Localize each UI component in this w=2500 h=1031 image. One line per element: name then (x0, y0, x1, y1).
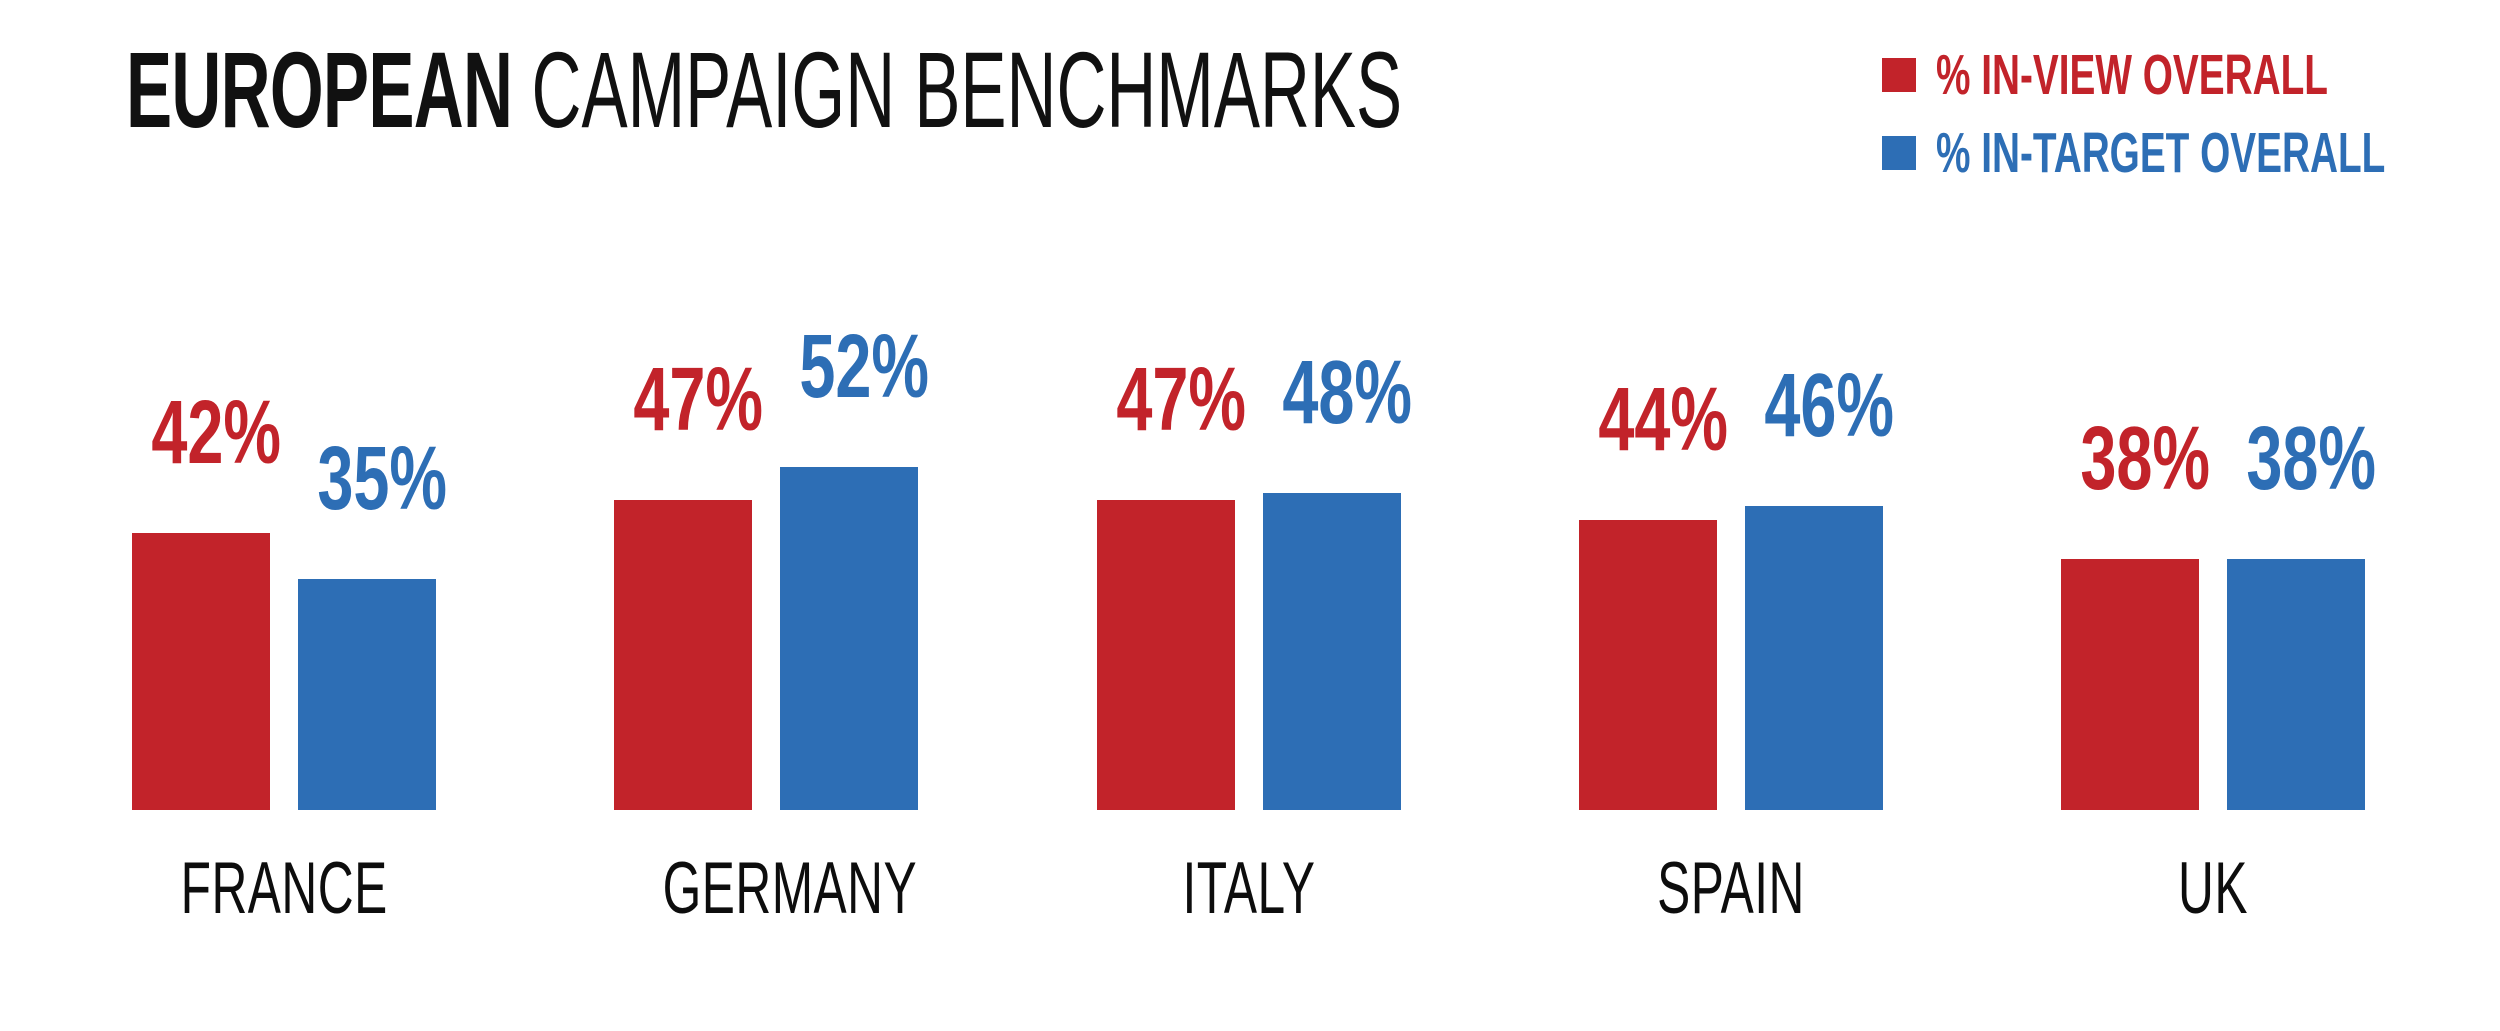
bar-intarget-uk (2227, 559, 2365, 810)
bar-group-france: 42% 35% FRANCE (132, 0, 448, 925)
value-label-intarget-italy: 48% (1282, 343, 1413, 443)
value-label-intarget-spain: 46% (1764, 356, 1895, 456)
plot-area: 42% 35% FRANCE 47% 52% GERMANY 47% 48% ITALY 44% 4… (132, 0, 2377, 925)
legend-swatch-in-target-icon (1882, 136, 1916, 170)
bar-group-uk: 38% 38% UK (2061, 0, 2377, 925)
value-label-intarget-uk: 38% (2246, 409, 2377, 509)
category-label-italy: ITALY (1182, 848, 1316, 929)
bar-intarget-italy (1263, 493, 1401, 810)
legend-label-in-target: % IN-TARGET OVERALL (1936, 120, 2386, 185)
value-label-inview-germany: 47% (633, 350, 764, 450)
bar-group-spain: 44% 46% SPAIN (1579, 0, 1895, 925)
bar-inview-spain (1579, 520, 1717, 810)
legend-label-in-view: % IN-VIEW OVERALL (1936, 42, 2328, 107)
bar-group-italy: 47% 48% ITALY (1097, 0, 1413, 925)
value-label-inview-uk: 38% (2080, 409, 2211, 509)
bar-intarget-spain (1745, 506, 1883, 810)
page-title: EUROPEAN CAMPAIGN BENCHMARKS (126, 36, 1402, 144)
title-rest: CAMPAIGN BENCHMARKS (531, 29, 1403, 150)
category-label-spain: SPAIN (1657, 848, 1805, 929)
value-label-inview-france: 42% (151, 383, 282, 483)
category-label-france: FRANCE (180, 848, 388, 929)
bar-group-germany: 47% 52% GERMANY (614, 0, 930, 925)
bar-intarget-germany (780, 467, 918, 810)
legend-swatch-in-view-icon (1882, 58, 1916, 92)
legend-item-in-target: % IN-TARGET OVERALL (1882, 124, 2500, 181)
bar-intarget-france (298, 579, 436, 810)
legend: % IN-VIEW OVERALL % IN-TARGET OVERALL (1882, 46, 2500, 181)
bar-inview-germany (614, 500, 752, 810)
value-label-intarget-germany: 52% (799, 317, 930, 417)
category-label-uk: UK (2178, 848, 2248, 929)
legend-item-in-view: % IN-VIEW OVERALL (1882, 46, 2500, 103)
bar-inview-uk (2061, 559, 2199, 810)
bar-inview-italy (1097, 500, 1235, 810)
value-label-intarget-france: 35% (317, 429, 448, 529)
bar-inview-france (132, 533, 270, 810)
value-label-inview-spain: 44% (1598, 370, 1729, 470)
title-emphasis: EUROPEAN (126, 29, 513, 150)
value-label-inview-italy: 47% (1116, 350, 1247, 450)
category-label-germany: GERMANY (662, 848, 918, 929)
